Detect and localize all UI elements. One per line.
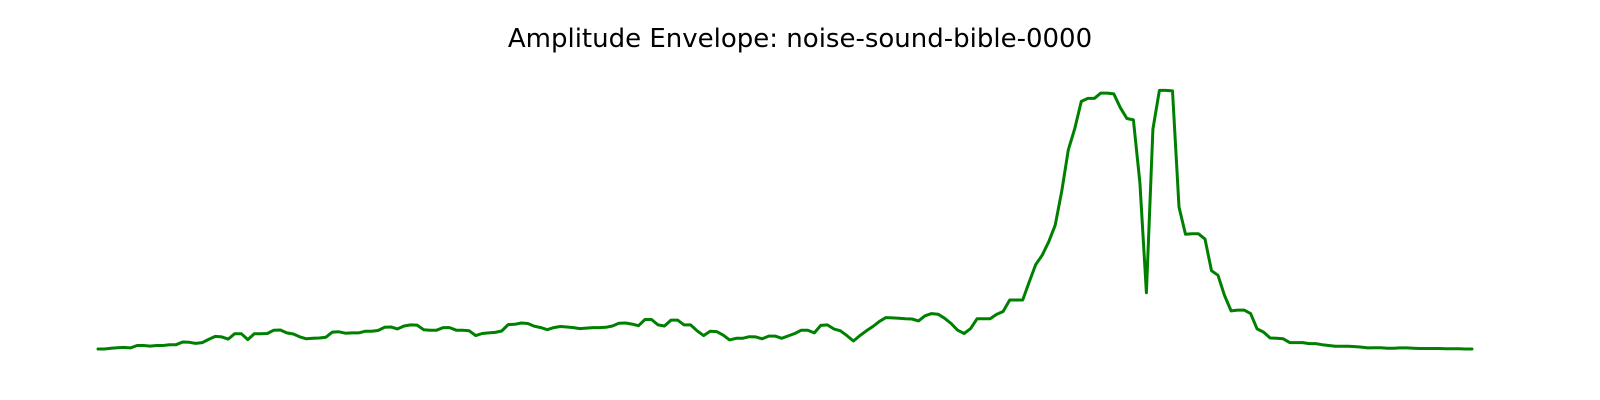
chart-title: Amplitude Envelope: noise-sound-bible-00… bbox=[507, 24, 1093, 54]
envelope-series-line-0 bbox=[96, 88, 1474, 351]
